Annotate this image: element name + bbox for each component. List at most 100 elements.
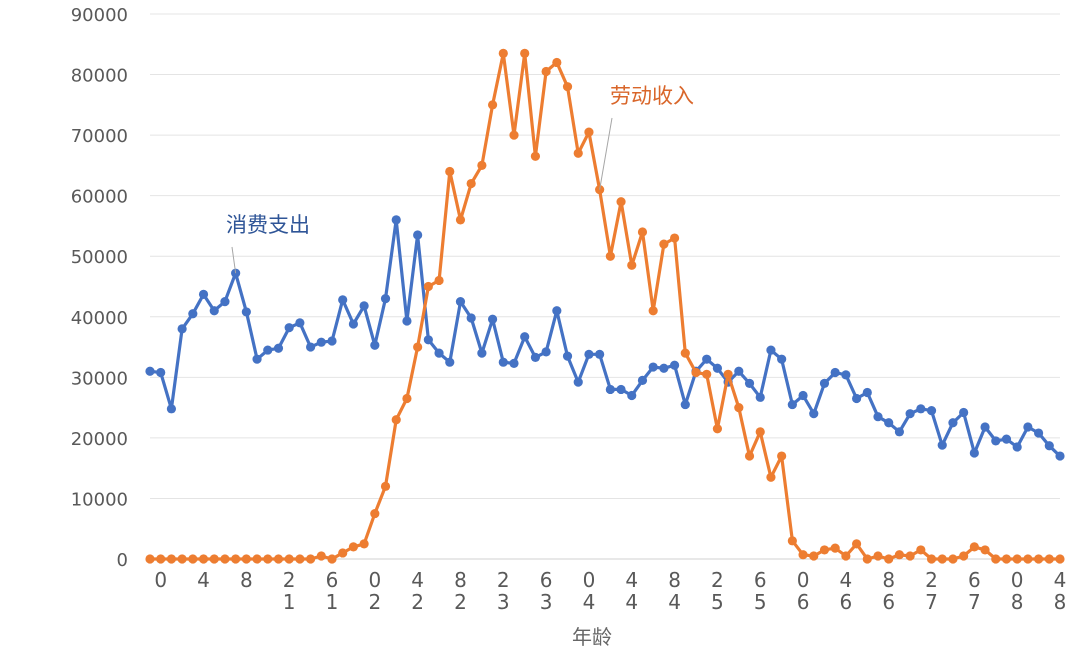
labor-income-point <box>541 66 551 77</box>
consumption-point <box>862 387 872 398</box>
labor-income-point <box>370 508 380 519</box>
labor-income-point <box>819 545 830 555</box>
labor-income-point <box>1023 554 1033 564</box>
consumption-point <box>423 335 433 345</box>
consumption-point <box>145 366 155 376</box>
labor-income-point <box>948 554 958 564</box>
consumption-point <box>252 354 262 364</box>
labor-income-point <box>413 342 423 352</box>
labor-income-point <box>1033 554 1044 564</box>
labor-income-point <box>305 554 316 564</box>
consumption-point <box>616 384 626 395</box>
labor-income-point <box>798 550 808 560</box>
labor-income-point <box>166 554 177 564</box>
consumption-point <box>562 351 573 361</box>
consumption-point <box>263 345 273 355</box>
consumption-point <box>980 422 990 432</box>
labor-income-point <box>145 554 155 564</box>
labor-income-point <box>338 548 348 558</box>
labor-income-point <box>530 151 541 161</box>
labor-income-point <box>1044 554 1054 564</box>
consumption-point <box>809 409 819 419</box>
labor-income-point <box>348 542 359 552</box>
x-axis-ticks: 0 4 8 2 16 10 24 28 22 36 30 44 48 42 56 50 64 68 62 76 70 84… <box>154 568 1066 614</box>
consumption-point <box>198 289 209 299</box>
consumption-point <box>627 390 637 401</box>
consumption-point <box>712 363 723 373</box>
labor-income-point <box>862 554 872 564</box>
labor-income-point <box>969 542 979 552</box>
consumption-point <box>777 354 787 364</box>
consumption-point <box>926 406 937 416</box>
labor-income-point <box>177 554 187 564</box>
labor-income-point <box>744 451 755 461</box>
labor-income-point <box>241 554 251 564</box>
labor-income-point <box>926 554 937 564</box>
y-tick-label: 70000 <box>71 126 128 147</box>
consumption-point <box>605 384 615 395</box>
consumption-point <box>509 358 519 369</box>
labor-income-point <box>894 550 905 560</box>
consumption-point <box>1023 422 1033 432</box>
labor-income-point <box>851 539 862 549</box>
series-lines <box>145 48 1065 564</box>
consumption-point <box>530 352 541 362</box>
labor-income-point <box>723 369 733 379</box>
labor-income-point <box>766 472 776 482</box>
consumption-point <box>937 440 947 450</box>
labor-income-point <box>605 251 615 261</box>
labor-income-point <box>616 197 626 207</box>
labor-income-point <box>712 424 723 434</box>
labor-income-point <box>980 545 990 555</box>
labor-income-point <box>873 551 883 561</box>
consumption-point <box>734 366 744 376</box>
consumption-point <box>819 378 830 388</box>
consumption-point <box>1012 442 1022 452</box>
consumption-point <box>755 392 765 402</box>
series-annotations: 消费支出 劳动收入 <box>226 84 694 274</box>
consumption-point <box>884 418 894 428</box>
labor-income-point <box>188 554 198 564</box>
labor-income-point <box>316 551 326 561</box>
labor-income-point <box>220 554 230 564</box>
labor-income-point <box>455 215 466 225</box>
x-tick-label: 4 <box>197 568 210 592</box>
consumption-point <box>316 337 326 347</box>
y-tick-label: 0 <box>117 550 128 571</box>
y-tick-label: 80000 <box>71 66 128 87</box>
consumption-point <box>327 336 337 346</box>
consumption-point <box>841 370 851 380</box>
labor-income-point <box>477 160 487 170</box>
labor-income-point <box>231 554 241 564</box>
labor-income-point <box>498 48 508 58</box>
consumption-point <box>487 314 498 324</box>
labor-income-point <box>573 148 583 158</box>
consumption-point <box>1033 428 1044 438</box>
labor-income-point <box>466 178 476 189</box>
labor-income-point <box>659 239 669 249</box>
labor-income-point <box>252 554 262 564</box>
consumption-point <box>744 378 755 388</box>
labor-income-point <box>552 57 562 68</box>
labor-income-point <box>327 554 337 564</box>
consumption-point <box>851 393 862 404</box>
consumption-point <box>284 323 294 333</box>
consumption-point <box>434 348 444 358</box>
consumption-point <box>209 306 219 316</box>
consumption-point <box>905 409 915 419</box>
y-tick-label: 10000 <box>71 489 128 510</box>
labor-income-point <box>637 227 648 237</box>
consumption-point <box>402 316 412 326</box>
labor-income-point <box>680 348 690 358</box>
labor-income-point <box>156 554 166 564</box>
x-tick-label: 8 <box>240 568 253 592</box>
